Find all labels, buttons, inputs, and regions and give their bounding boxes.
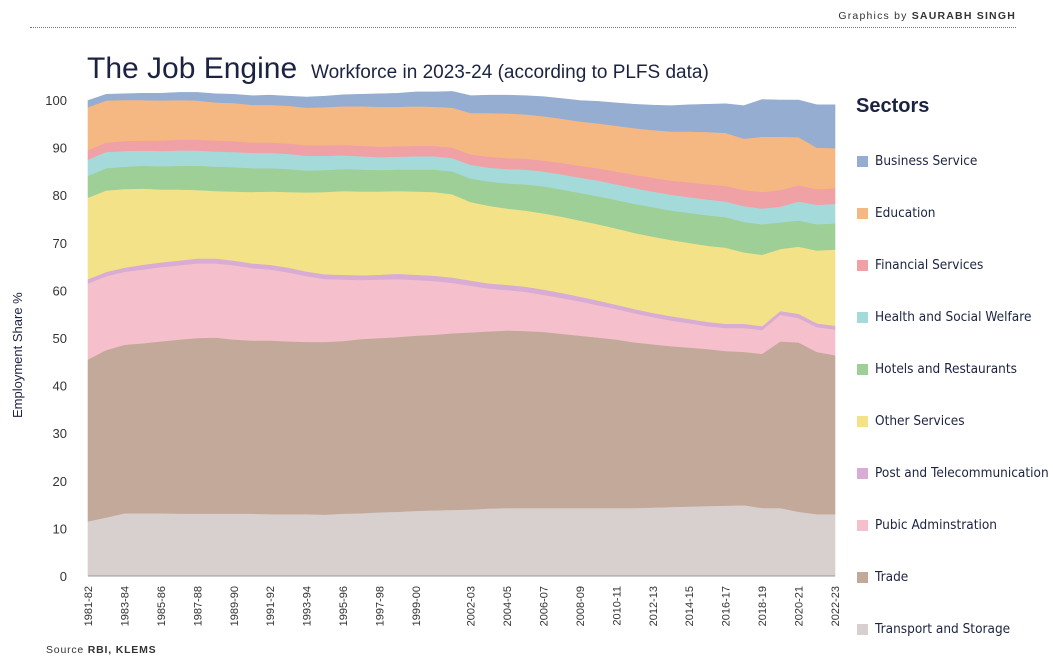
legend-swatch: [857, 467, 868, 479]
x-tick-label: 2022-23: [830, 586, 842, 626]
legend-swatch: [857, 311, 868, 323]
x-tick-label: 2010-11: [611, 586, 623, 626]
y-tick-label: 100: [45, 93, 67, 108]
legend-swatch: [857, 571, 868, 583]
header-divider: [30, 27, 1016, 28]
x-tick-label: 2020-21: [794, 586, 806, 626]
y-tick-label: 20: [53, 474, 67, 489]
x-tick-label: 1997-98: [375, 586, 387, 626]
area-business-service: [87, 91, 836, 149]
x-tick-label: 2004-05: [502, 586, 514, 626]
legend-item: Business Service: [857, 135, 1053, 187]
legend-label: Health and Social Welfare: [875, 309, 1032, 325]
legend-item: Hotels and Restaurants: [857, 343, 1053, 395]
x-tick-label: 2002-03: [466, 586, 478, 626]
legend-item: Education: [857, 187, 1053, 239]
legend-swatch: [857, 207, 868, 219]
x-tick-label: 1999-00: [411, 586, 423, 626]
credit-author: SAURABH SINGH: [911, 10, 1016, 22]
x-tick-label: 1981-82: [83, 586, 95, 626]
source-prefix: Source: [46, 644, 85, 656]
legend-item: Other Services: [857, 395, 1053, 447]
legend-item: Transport and Storage: [857, 603, 1053, 655]
y-tick-label: 30: [53, 426, 67, 441]
y-tick-label: 40: [53, 379, 67, 394]
y-axis-label: Employment Share %: [10, 292, 25, 418]
legend-swatch: [857, 415, 868, 427]
source-note: Source RBI, KLEMS: [46, 644, 156, 656]
legend-swatch: [857, 155, 868, 167]
legend-item: Trade: [857, 551, 1053, 603]
legend-swatch: [857, 363, 868, 375]
x-tick-label: 1995-96: [338, 586, 350, 626]
x-tick-label: 1989-90: [229, 586, 241, 626]
area-transport-and-storage: [87, 504, 836, 577]
chart-title: The Job Engine: [87, 52, 298, 85]
legend-label: Pubic Adminstration: [875, 517, 997, 533]
y-tick-label: 80: [53, 188, 67, 203]
x-tick-label: 2008-09: [575, 586, 587, 626]
area-trade: [87, 330, 836, 522]
y-tick-label: 90: [53, 141, 67, 156]
x-tick-label: 1993-94: [302, 586, 314, 626]
legend-item: Health and Social Welfare: [857, 291, 1053, 343]
legend-item: Post and Telecommunication: [857, 447, 1053, 499]
x-tick-label: 1983-84: [119, 586, 131, 626]
legend-label: Post and Telecommunication: [875, 465, 1049, 481]
legend-swatch: [857, 519, 868, 531]
source-name: RBI, KLEMS: [87, 644, 157, 656]
x-tick-label: 2016-17: [721, 586, 733, 626]
legend: Business Service Education Financial Servi…: [857, 135, 1053, 655]
x-tick-label: 2012-13: [648, 586, 660, 626]
legend-label: Financial Services: [875, 257, 984, 273]
y-axis: 0 10 20 30 40 50 60 70 80 90 100: [45, 93, 67, 584]
graphics-credit: Graphics by SAURABH SINGH: [838, 10, 1016, 22]
area-layers: [87, 91, 836, 577]
x-tick-label: 2006-07: [538, 586, 550, 626]
legend-label: Transport and Storage: [875, 621, 1011, 637]
legend-label: Education: [875, 205, 936, 221]
legend-swatch: [857, 259, 868, 271]
y-tick-label: 50: [53, 331, 67, 346]
x-axis: 1981-82 1983-84 1985-86 1987-88 1989-90 1991-…: [83, 575, 842, 626]
y-tick-label: 0: [60, 569, 67, 584]
legend-label: Trade: [875, 569, 909, 585]
x-tick-label: 1987-88: [192, 586, 204, 626]
y-tick-label: 60: [53, 283, 67, 298]
legend-label: Hotels and Restaurants: [875, 361, 1017, 377]
y-tick-label: 10: [53, 521, 67, 536]
chart-subtitle: Workforce in 2023-24 (according to PLFS …: [311, 62, 709, 83]
x-tick-label: 2018-19: [757, 586, 769, 626]
x-tick-label: 1991-92: [265, 586, 277, 626]
legend-title: Sectors: [856, 95, 930, 117]
legend-swatch: [857, 623, 868, 635]
legend-item: Pubic Adminstration: [857, 499, 1053, 551]
y-tick-label: 70: [53, 236, 67, 251]
legend-item: Financial Services: [857, 239, 1053, 291]
x-tick-label: 1985-86: [156, 586, 168, 626]
credit-prefix: Graphics by: [838, 10, 908, 22]
legend-label: Other Services: [875, 413, 965, 429]
x-tick-label: 2014-15: [684, 586, 696, 626]
legend-label: Business Service: [875, 153, 978, 169]
